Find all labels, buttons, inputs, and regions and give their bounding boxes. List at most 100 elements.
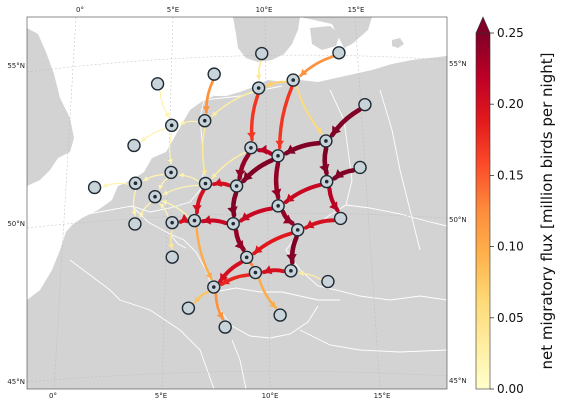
boundary-node	[218, 320, 232, 334]
flux-arrowhead	[159, 203, 165, 209]
node-center-dot	[291, 78, 296, 82]
flux-edge	[265, 80, 287, 88]
flux-arrowhead	[241, 212, 250, 221]
node-center-dot	[276, 154, 280, 158]
flux-arrowhead	[299, 270, 304, 277]
flux-arrowhead	[235, 169, 246, 179]
flux-edge	[193, 290, 210, 304]
flux-arrowhead	[332, 125, 342, 136]
node-center-dot	[203, 181, 208, 186]
lon-label-bottom: 5°E	[155, 392, 167, 400]
flux-arrowhead	[259, 144, 267, 155]
radar-node	[251, 81, 266, 95]
node-circle	[87, 180, 102, 195]
node-circle	[332, 46, 346, 60]
flux-arrowhead	[263, 265, 273, 275]
lat-label-left: 50°N	[7, 220, 25, 228]
node-circle	[165, 250, 179, 264]
flux-edge	[142, 173, 165, 182]
flux-edge	[179, 119, 198, 125]
lat-label-left: 55°N	[7, 62, 25, 70]
flux-arrowhead	[255, 74, 262, 80]
flux-edge	[212, 177, 232, 188]
boundary-node	[207, 67, 221, 81]
radar-node	[271, 149, 285, 163]
lon-label-top: 15°E	[348, 6, 365, 14]
flux-arrowhead	[275, 140, 285, 148]
flux-edge	[295, 85, 323, 135]
flux-arrowhead	[202, 106, 210, 113]
lat-label-right: 50°N	[449, 216, 467, 224]
map-frame	[26, 16, 448, 390]
flux-edge	[214, 292, 225, 321]
flux-edge	[102, 182, 129, 188]
flux-arrowhead	[162, 199, 168, 205]
flux-arrowhead	[143, 176, 149, 181]
radar-node	[229, 179, 244, 193]
colorbar: 0.00 0.05 0.10 0.15 0.20 0.25 net migratory f…	[475, 16, 556, 396]
radar-node	[319, 134, 333, 148]
radar-node	[226, 216, 240, 231]
lon-label-top: 5°E	[167, 6, 179, 14]
flux-edge	[227, 191, 239, 218]
radar-node	[128, 176, 143, 190]
flux-edge	[211, 151, 246, 179]
colorbar-tick-label: 0.00	[497, 382, 524, 396]
radar-node	[207, 280, 221, 294]
flux-edge	[332, 168, 356, 181]
radar-node	[244, 141, 258, 155]
flux-edge	[178, 172, 199, 182]
flux-edge	[247, 93, 260, 142]
graticule-labels: 0° 5°E 10°E 15°E 0° 5°E 10°E 15°E 55°N 5…	[7, 6, 466, 400]
flux-edge	[283, 182, 323, 205]
node-center-dot	[256, 86, 261, 90]
flux-arrowhead	[131, 210, 137, 216]
boundary-node	[128, 217, 142, 231]
flux-arrowhead	[269, 301, 276, 308]
node-center-dot	[324, 139, 328, 143]
flux-edge	[298, 270, 322, 281]
flux-arrowhead	[103, 182, 109, 188]
land-mass-uk	[27, 28, 74, 186]
node-center-dot	[249, 146, 253, 150]
flux-edge	[167, 132, 173, 165]
flux-edge	[239, 206, 274, 223]
boundary-node	[181, 301, 196, 315]
flux-edge	[200, 215, 228, 226]
node-circle	[358, 97, 372, 112]
flux-edge	[211, 91, 253, 118]
radar-node	[165, 215, 179, 230]
lat-label-right: 55°N	[449, 60, 467, 68]
flux-arrowhead	[334, 169, 345, 179]
radar-node	[148, 190, 162, 204]
node-circle	[218, 320, 232, 334]
flux-arrowhead	[141, 136, 147, 142]
colorbar-title: net migratory flux [million birds per ni…	[538, 53, 556, 370]
graticule	[27, 17, 447, 389]
node-circle	[128, 217, 142, 231]
flux-arrowhead	[227, 206, 238, 216]
flux-arrowhead	[300, 68, 308, 76]
radar-node	[187, 213, 202, 228]
flux-edge	[255, 60, 262, 81]
radar-node	[248, 265, 263, 280]
flux-arrowhead	[205, 272, 212, 279]
radar-node	[198, 114, 212, 128]
colorbar-ticks: 0.00 0.05 0.10 0.15 0.20 0.25	[490, 26, 524, 396]
node-center-dot	[276, 204, 280, 208]
flux-arrowhead	[329, 201, 338, 211]
flux-arrowhead	[286, 144, 296, 154]
flux-edge	[283, 140, 322, 156]
flux-arrowhead	[213, 177, 223, 188]
flux-arrowhead	[220, 272, 229, 282]
flux-edge	[235, 152, 251, 181]
flux-edge	[303, 218, 336, 230]
flux-arrowhead	[243, 171, 253, 181]
colorbar-tick-label: 0.25	[497, 26, 524, 40]
node-center-dot	[244, 255, 249, 260]
flux-edge	[192, 188, 206, 215]
flux-edge	[178, 213, 190, 224]
node-circle	[321, 274, 335, 289]
node-center-dot	[153, 194, 157, 199]
